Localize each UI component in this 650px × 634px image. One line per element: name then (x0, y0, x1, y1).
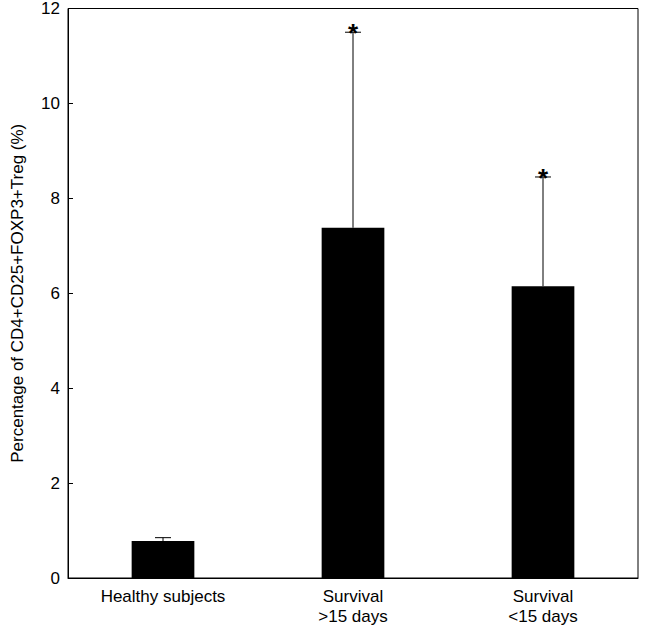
svg-text:4: 4 (51, 379, 60, 398)
svg-text:*: * (348, 18, 359, 48)
svg-text:Percentage of CD4+CD25+FOXP3+T: Percentage of CD4+CD25+FOXP3+Treg (%) (8, 124, 27, 463)
svg-text:8: 8 (51, 189, 60, 208)
svg-text:12: 12 (41, 0, 60, 18)
svg-text:0: 0 (51, 569, 60, 588)
svg-text:10: 10 (41, 94, 60, 113)
svg-text:Healthy subjects: Healthy subjects (101, 587, 226, 606)
svg-text:*: * (538, 163, 549, 193)
svg-text:6: 6 (51, 284, 60, 303)
svg-text:Survival: Survival (323, 587, 383, 606)
svg-text:<15 days: <15 days (508, 607, 577, 626)
svg-text:Survival: Survival (513, 587, 573, 606)
svg-text:>15 days: >15 days (318, 607, 387, 626)
svg-text:2: 2 (51, 474, 60, 493)
